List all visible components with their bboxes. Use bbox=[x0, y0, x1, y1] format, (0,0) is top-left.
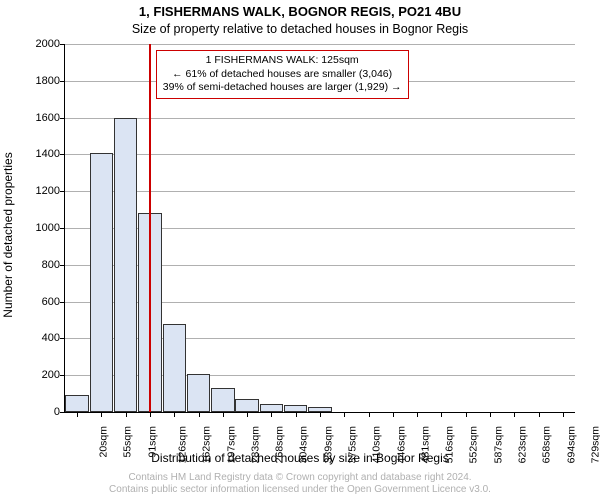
xtick-label: 658sqm bbox=[541, 426, 553, 463]
ytick-label: 0 bbox=[20, 406, 60, 418]
xtick-mark bbox=[101, 412, 102, 417]
property-info-box: 1 FISHERMANS WALK: 125sqm ← 61% of detach… bbox=[156, 50, 409, 99]
property-marker-line bbox=[149, 44, 151, 412]
infobox-line2: ← 61% of detached houses are smaller (3,… bbox=[172, 68, 392, 80]
infobox-line3: 39% of semi-detached houses are larger (… bbox=[163, 81, 402, 93]
attribution-line2: Contains public sector information licen… bbox=[109, 484, 491, 495]
ytick-label: 400 bbox=[20, 332, 60, 344]
xtick-label: 197sqm bbox=[225, 426, 237, 463]
chart-subtitle: Size of property relative to detached ho… bbox=[0, 22, 600, 36]
xtick-label: 162sqm bbox=[201, 426, 213, 463]
y-axis-label: Number of detached properties bbox=[1, 152, 15, 317]
xtick-label: 126sqm bbox=[176, 426, 188, 463]
xtick-mark bbox=[369, 412, 370, 417]
xtick-mark bbox=[539, 412, 540, 417]
xtick-mark bbox=[150, 412, 151, 417]
xtick-label: 55sqm bbox=[122, 426, 134, 458]
xtick-label: 729sqm bbox=[589, 426, 600, 463]
gridline bbox=[65, 191, 575, 192]
xtick-label: 623sqm bbox=[516, 426, 528, 463]
xtick-label: 233sqm bbox=[249, 426, 261, 463]
xtick-label: 587sqm bbox=[492, 426, 504, 463]
infobox-line1: 1 FISHERMANS WALK: 125sqm bbox=[206, 54, 359, 66]
histogram-bar bbox=[235, 399, 258, 412]
ytick-mark bbox=[60, 412, 65, 413]
ytick-label: 1800 bbox=[20, 75, 60, 87]
xtick-label: 375sqm bbox=[346, 426, 358, 463]
xtick-label: 516sqm bbox=[444, 426, 456, 463]
xtick-mark bbox=[563, 412, 564, 417]
xtick-mark bbox=[393, 412, 394, 417]
ytick-mark bbox=[60, 375, 65, 376]
xtick-mark bbox=[441, 412, 442, 417]
xtick-label: 410sqm bbox=[371, 426, 383, 463]
histogram-bar bbox=[284, 405, 307, 412]
ytick-label: 1200 bbox=[20, 185, 60, 197]
xtick-mark bbox=[417, 412, 418, 417]
xtick-mark bbox=[296, 412, 297, 417]
ytick-mark bbox=[60, 44, 65, 45]
xtick-label: 694sqm bbox=[565, 426, 577, 463]
xtick-mark bbox=[247, 412, 248, 417]
xtick-mark bbox=[320, 412, 321, 417]
xtick-mark bbox=[466, 412, 467, 417]
xtick-mark bbox=[77, 412, 78, 417]
xtick-label: 446sqm bbox=[395, 426, 407, 463]
ytick-mark bbox=[60, 118, 65, 119]
ytick-label: 800 bbox=[20, 259, 60, 271]
ytick-mark bbox=[60, 154, 65, 155]
histogram-bar bbox=[90, 153, 113, 412]
xtick-mark bbox=[174, 412, 175, 417]
gridline bbox=[65, 44, 575, 45]
gridline bbox=[65, 118, 575, 119]
xtick-mark bbox=[126, 412, 127, 417]
xtick-label: 304sqm bbox=[298, 426, 310, 463]
histogram-bar bbox=[211, 388, 234, 412]
xtick-label: 20sqm bbox=[98, 426, 110, 458]
ytick-label: 2000 bbox=[20, 38, 60, 50]
xtick-mark bbox=[199, 412, 200, 417]
xtick-mark bbox=[490, 412, 491, 417]
ytick-mark bbox=[60, 338, 65, 339]
xtick-mark bbox=[223, 412, 224, 417]
ytick-mark bbox=[60, 191, 65, 192]
ytick-label: 1400 bbox=[20, 148, 60, 160]
xtick-mark bbox=[344, 412, 345, 417]
histogram-bar bbox=[163, 324, 186, 412]
ytick-mark bbox=[60, 265, 65, 266]
xtick-label: 268sqm bbox=[274, 426, 286, 463]
plot-area bbox=[64, 44, 575, 413]
histogram-bar bbox=[187, 374, 210, 412]
ytick-label: 200 bbox=[20, 369, 60, 381]
attribution-text: Contains HM Land Registry data © Crown c… bbox=[0, 472, 600, 496]
xtick-mark bbox=[271, 412, 272, 417]
histogram-bar bbox=[65, 395, 88, 412]
ytick-mark bbox=[60, 302, 65, 303]
xtick-label: 339sqm bbox=[322, 426, 334, 463]
ytick-label: 1000 bbox=[20, 222, 60, 234]
attribution-line1: Contains HM Land Registry data © Crown c… bbox=[128, 472, 471, 483]
xtick-label: 91sqm bbox=[146, 426, 158, 458]
histogram-bar bbox=[114, 118, 137, 412]
xtick-label: 552sqm bbox=[468, 426, 480, 463]
xtick-label: 481sqm bbox=[419, 426, 431, 463]
ytick-label: 600 bbox=[20, 296, 60, 308]
xtick-mark bbox=[514, 412, 515, 417]
histogram-bar bbox=[260, 404, 283, 412]
ytick-mark bbox=[60, 81, 65, 82]
ytick-label: 1600 bbox=[20, 112, 60, 124]
chart-title: 1, FISHERMANS WALK, BOGNOR REGIS, PO21 4… bbox=[0, 4, 600, 19]
ytick-mark bbox=[60, 228, 65, 229]
gridline bbox=[65, 154, 575, 155]
